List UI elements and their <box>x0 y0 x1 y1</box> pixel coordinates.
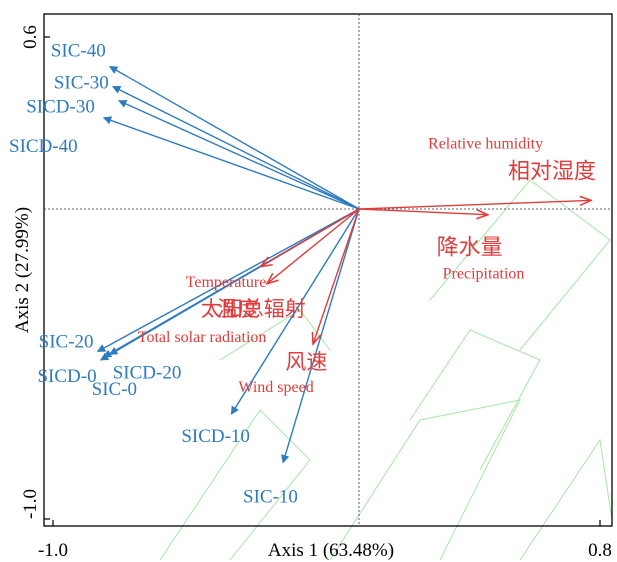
plot-frame <box>43 13 613 527</box>
response-vector-label: SIC-40 <box>51 41 106 62</box>
response-vector-arrow <box>96 208 360 353</box>
ticks <box>44 36 601 526</box>
response-vector-arrow <box>230 208 360 415</box>
y-axis-label: Axis 2 (27.99%) <box>12 207 33 333</box>
response-vector-arrow <box>102 116 360 210</box>
y-tick-label: 0.6 <box>20 25 41 49</box>
explanatory-vector-arrow <box>358 200 590 210</box>
x-tick-label: 0.8 <box>588 540 612 561</box>
explanatory-vector-arrow <box>262 208 360 266</box>
explanatory-vector-label-zh: 相对湿度 <box>508 159 596 184</box>
x-tick-label: -1.0 <box>38 540 68 561</box>
explanatory-vector-label-zh: 降水量 <box>437 236 503 261</box>
response-vector-label: SIC-10 <box>243 487 298 508</box>
response-vector-arrow <box>118 99 360 210</box>
response-vector-label: SICD-20 <box>113 362 182 383</box>
response-vector-label: SICD-10 <box>181 426 250 447</box>
explanatory-vector-label: Relative humidity <box>428 135 543 152</box>
explanatory-vector-label: Precipitation <box>443 266 525 283</box>
explanatory-vector-label: Wind speed <box>238 379 313 396</box>
explanatory-vectors <box>262 200 590 343</box>
response-vectors <box>96 65 360 464</box>
explanatory-vector-label-zh: 太阳总辐射 <box>201 297 306 321</box>
response-vector-label: SIC-30 <box>54 72 109 93</box>
response-vector-arrow <box>108 65 360 210</box>
y-tick-label: -1.0 <box>20 489 41 519</box>
explanatory-vector-label: Total solar radiation <box>138 329 267 346</box>
explanatory-vector-arrow <box>358 208 487 215</box>
explanatory-vector-label-zh: 风速 <box>285 350 327 374</box>
explanatory-vector-arrow <box>268 208 360 283</box>
x-axis-label: Axis 1 (63.48%) <box>268 540 394 561</box>
explanatory-vector-arrow <box>313 208 360 343</box>
response-vector-label: SICD-40 <box>9 136 78 157</box>
response-vector-label: SIC-0 <box>92 379 137 400</box>
response-vector-label: SICD-30 <box>26 97 95 118</box>
explanatory-vector-label-zh: 温度 <box>217 297 259 321</box>
response-vector-arrow <box>112 85 360 210</box>
response-vector-label: SIC-20 <box>39 332 94 353</box>
response-vector-label: SICD-0 <box>37 366 96 387</box>
watermark <box>159 179 613 561</box>
explanatory-vector-label: Temperature <box>186 274 267 291</box>
